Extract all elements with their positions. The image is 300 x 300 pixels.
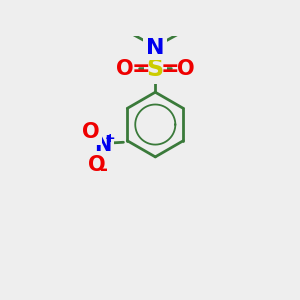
- Text: O: O: [116, 59, 134, 79]
- Text: =: =: [160, 59, 179, 79]
- Text: O: O: [82, 122, 99, 142]
- Text: +: +: [104, 132, 115, 145]
- Text: -: -: [100, 160, 108, 179]
- Text: O: O: [177, 59, 194, 79]
- Text: =: =: [131, 59, 150, 79]
- Text: S: S: [147, 57, 164, 81]
- Text: N: N: [94, 135, 111, 155]
- Text: N: N: [146, 38, 164, 58]
- Text: O: O: [88, 154, 105, 175]
